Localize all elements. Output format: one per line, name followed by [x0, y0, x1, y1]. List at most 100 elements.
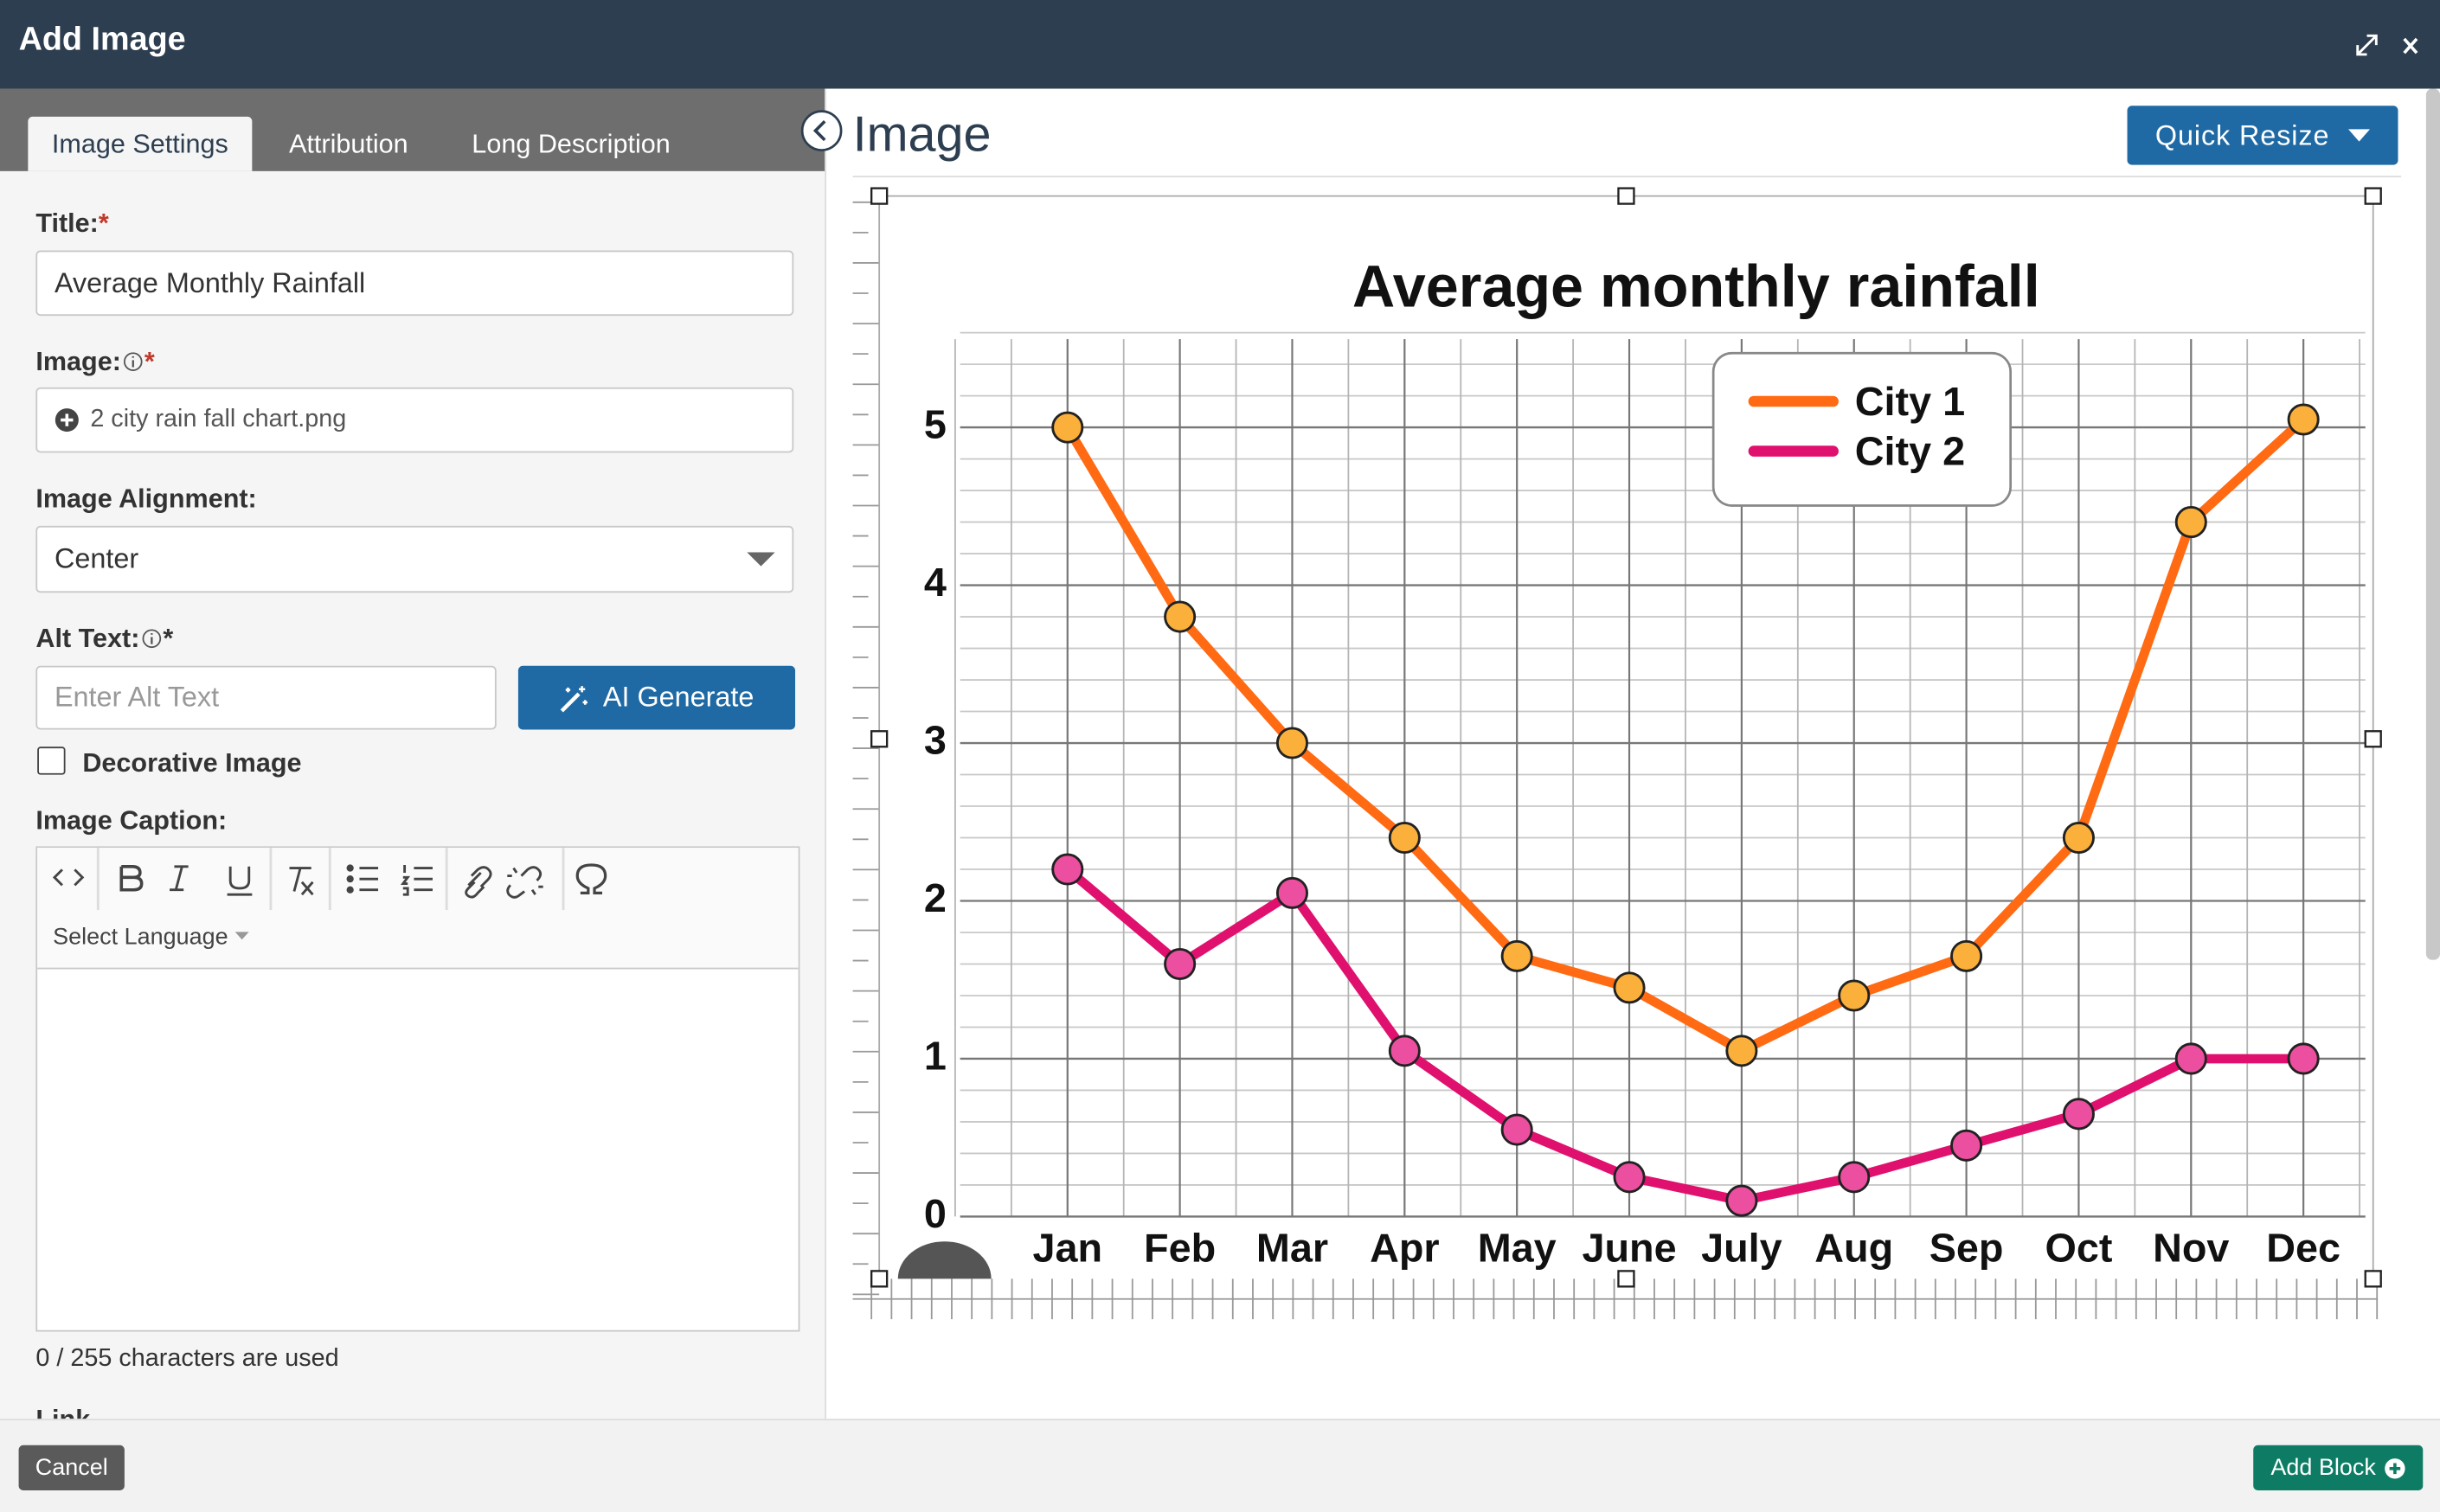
ai-generate-button[interactable]: AI Generate	[517, 665, 796, 730]
select-text: Select Language	[53, 924, 228, 951]
image-input[interactable]: 2 city rain fall chart.png	[35, 387, 794, 453]
image-toolbar-toggle	[897, 1241, 992, 1279]
data-point	[1725, 1184, 1758, 1217]
data-point	[1838, 1161, 1871, 1194]
quick-resize-button[interactable]: Quick Resize	[2127, 106, 2398, 165]
data-point	[2287, 403, 2320, 436]
data-point	[1613, 1161, 1646, 1194]
legend-label: City 2	[1855, 429, 1965, 474]
data-point	[1388, 821, 1421, 855]
y-tick-label: 3	[924, 717, 947, 762]
resize-handle	[1617, 1270, 1635, 1288]
wand-icon	[561, 685, 588, 712]
field-label: Alt Text: *	[35, 624, 173, 655]
button-label: Quick Resize	[2154, 119, 2330, 151]
add-block-button[interactable]: Add Block	[2253, 1445, 2424, 1490]
x-tick-label: July	[1701, 1225, 1782, 1270]
divider	[852, 176, 2402, 178]
scrollbar[interactable]	[2425, 88, 2440, 960]
y-tick-label: 0	[924, 1191, 947, 1236]
series-line	[1064, 865, 2304, 1206]
alignment-select[interactable]: Center	[35, 525, 794, 593]
resize-handle	[2364, 187, 2382, 205]
y-tick-label: 5	[924, 401, 947, 446]
checkbox-label: Decorative Image	[82, 748, 302, 778]
tab[interactable]: Image Settings	[28, 116, 253, 171]
data-point	[2062, 1098, 2095, 1131]
y-tick-label: 4	[924, 560, 947, 605]
data-point	[2174, 1042, 2207, 1075]
field-label: Title:*	[35, 208, 108, 240]
info-icon[interactable]	[123, 351, 143, 371]
button-label: Cancel	[35, 1454, 108, 1482]
x-tick-label: June	[1582, 1225, 1676, 1270]
data-point	[1051, 411, 1084, 444]
title-input[interactable]: Average Monthly Rainfall	[35, 250, 794, 317]
checkbox[interactable]	[37, 746, 66, 775]
alt-text-input[interactable]: Enter Alt Text	[35, 665, 497, 730]
label-text: Image:	[35, 347, 121, 377]
x-tick-label: Nov	[2153, 1225, 2229, 1270]
caption-editor[interactable]: Select Language	[35, 846, 800, 1332]
field-label: Image Alignment:	[35, 484, 257, 514]
cancel-button[interactable]: Cancel	[18, 1445, 125, 1490]
required-mark: *	[163, 624, 174, 654]
data-point	[1164, 947, 1197, 981]
placeholder: Enter Alt Text	[54, 681, 220, 713]
data-point	[1838, 979, 1871, 1012]
button-label: AI Generate	[602, 681, 754, 713]
tab[interactable]: Long Description	[472, 128, 671, 158]
collapse-button[interactable]	[799, 109, 843, 152]
field-label: Image Caption:	[35, 805, 228, 836]
char-count: 0 / 255 characters are used	[35, 1345, 339, 1373]
data-point	[1500, 1113, 1533, 1146]
field-label: Image: *	[35, 347, 154, 378]
label-text: Title:	[35, 208, 99, 239]
dropdown-arrow	[2347, 128, 2371, 141]
resize-handle	[870, 187, 889, 205]
data-point	[1275, 727, 1308, 759]
tab[interactable]: Attribution	[289, 128, 408, 158]
data-point	[2062, 821, 2095, 855]
footer	[0, 1419, 2440, 1512]
expand-icon[interactable]	[2353, 31, 2380, 59]
dialog-title: Add Image	[18, 22, 186, 58]
x-tick-label: May	[1478, 1225, 1557, 1270]
dropdown-arrow	[747, 552, 775, 567]
required-mark: *	[144, 347, 155, 377]
info-icon[interactable]	[141, 629, 161, 649]
x-tick-label: Dec	[2266, 1225, 2340, 1270]
series-line	[1063, 415, 2307, 1056]
resize-handle	[870, 730, 889, 748]
header: Add Image	[0, 0, 2440, 89]
x-tick-label: Jan	[1032, 1225, 1102, 1270]
x-tick-label: Feb	[1144, 1225, 1216, 1270]
button-label: Add Block	[2270, 1454, 2376, 1482]
data-point	[1725, 1035, 1758, 1067]
data-point	[2174, 506, 2207, 539]
data-point	[1500, 939, 1533, 972]
resize-handle	[2364, 730, 2382, 748]
toolbar-icons	[52, 848, 607, 911]
resize-handle	[870, 1270, 889, 1288]
legend-label: City 1	[1855, 379, 1965, 424]
data-point	[1950, 939, 1983, 972]
data-point	[1164, 600, 1197, 633]
language-select[interactable]: Select Language	[53, 924, 250, 951]
x-tick-label: Sep	[1930, 1225, 2004, 1270]
label-text: Alt Text:	[35, 624, 140, 654]
legend-box	[1711, 351, 2013, 507]
preview-heading: Image	[852, 106, 992, 163]
x-tick-label: Mar	[1256, 1225, 1328, 1270]
close-icon[interactable]	[2401, 35, 2420, 55]
add-icon	[55, 408, 79, 432]
required-mark: *	[98, 208, 109, 239]
resize-handle	[1617, 187, 1635, 205]
select-value: Center	[54, 542, 139, 574]
x-tick-label: Oct	[2045, 1225, 2112, 1270]
data-point	[1613, 971, 1646, 1004]
input-value: Average Monthly Rainfall	[54, 266, 366, 298]
dropdown-arrow	[234, 932, 249, 940]
